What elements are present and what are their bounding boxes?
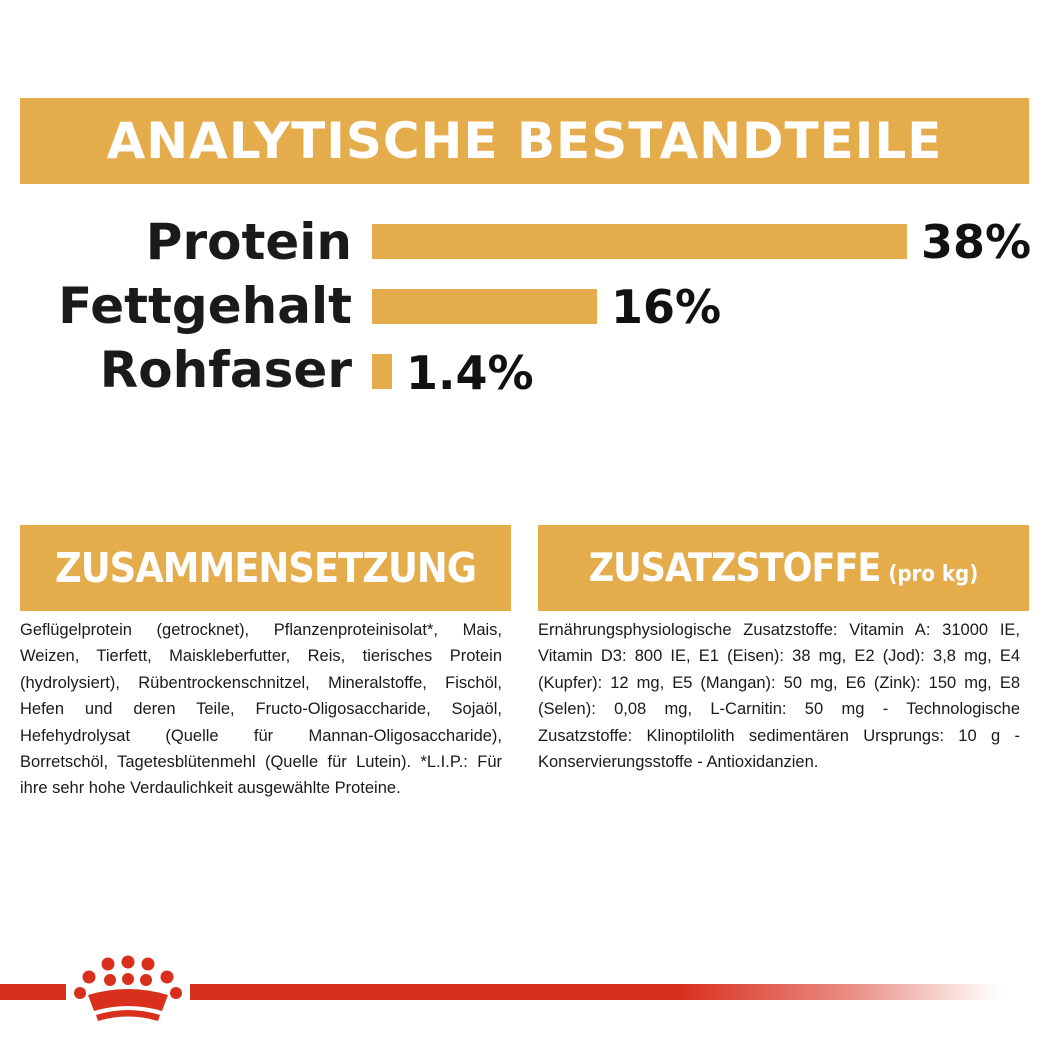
additives-title: ZUSATZSTOFFE <box>588 545 882 591</box>
nutrient-value-fettgehalt: 16% <box>611 280 722 334</box>
footer-brand-line <box>0 984 1000 1000</box>
additives-text: Ernährungsphysiologische Zusatzstoffe: V… <box>538 621 1020 772</box>
composition-title: ZUSAMMENSETZUNG <box>54 544 477 592</box>
nutrient-bar-rohfaser <box>372 354 392 389</box>
additives-title-suffix: (pro kg) <box>888 561 979 587</box>
nutrient-label-rohfaser: Rohfaser <box>99 341 352 399</box>
analysis-title-banner: ANALYTISCHE BESTANDTEILE <box>20 98 1029 184</box>
nutrient-label-fettgehalt: Fettgehalt <box>58 277 352 335</box>
additives-title-banner: ZUSATZSTOFFE (pro kg) <box>538 525 1029 611</box>
composition-text: Geflügelprotein (getrocknet), Pflanzenpr… <box>20 621 502 798</box>
nutrient-label-protein: Protein <box>145 213 352 271</box>
crown-logo-icon <box>74 955 182 1021</box>
composition-title-banner: ZUSAMMENSETZUNG <box>20 525 511 611</box>
nutrient-bar-fettgehalt <box>372 289 597 324</box>
nutrient-value-rohfaser: 1.4% <box>406 346 534 400</box>
nutrient-bar-protein <box>372 224 907 259</box>
nutrient-value-protein: 38% <box>921 215 1032 269</box>
analysis-title: ANALYTISCHE BESTANDTEILE <box>106 112 943 170</box>
